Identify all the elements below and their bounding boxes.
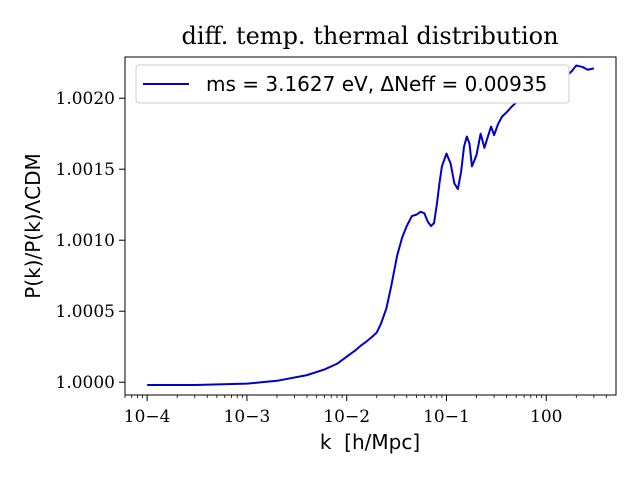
y-tick-label: 1.0020: [56, 89, 115, 109]
y-axis: 1.0000 1.0005 1.0010 1.0015 1.0020: [56, 89, 125, 393]
plot-frame: [124, 56, 617, 396]
y-tick-label: 1.0000: [56, 373, 115, 393]
x-axis: 10−4 10−3 10−2 10−1 100: [124, 395, 607, 427]
x-tick-label: 10−4: [124, 407, 171, 427]
legend: ms = 3.1627 eV, ΔNeff = 0.00935: [135, 64, 570, 104]
legend-box: [135, 64, 570, 104]
series-line: [147, 64, 595, 387]
chart-title: diff. temp. thermal distribution: [181, 22, 558, 50]
plot-area: [147, 64, 595, 387]
legend-label: ms = 3.1627 eV, ΔNeff = 0.00935: [206, 72, 547, 96]
x-tick-label: 100: [530, 407, 562, 427]
y-tick-label: 1.0005: [56, 302, 115, 322]
x-tick-label: 10−1: [423, 407, 470, 427]
y-tick-label: 1.0015: [56, 160, 115, 180]
x-tick-label: 10−2: [323, 407, 370, 427]
y-axis-label: P(k)/P(k)ΛCDM: [21, 153, 45, 299]
y-tick-label: 1.0010: [56, 231, 115, 251]
x-tick-label: 10−3: [224, 407, 271, 427]
x-axis-label: k [h/Mpc]: [320, 430, 420, 454]
